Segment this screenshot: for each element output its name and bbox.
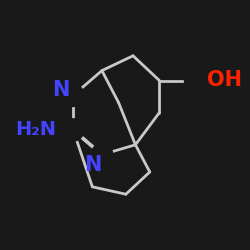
Text: N: N (52, 80, 70, 100)
Circle shape (62, 84, 84, 106)
Circle shape (62, 119, 84, 141)
Circle shape (184, 69, 206, 92)
Circle shape (91, 144, 113, 166)
Text: OH: OH (207, 70, 242, 90)
Text: H₂N: H₂N (16, 120, 56, 140)
Text: N: N (84, 154, 101, 174)
